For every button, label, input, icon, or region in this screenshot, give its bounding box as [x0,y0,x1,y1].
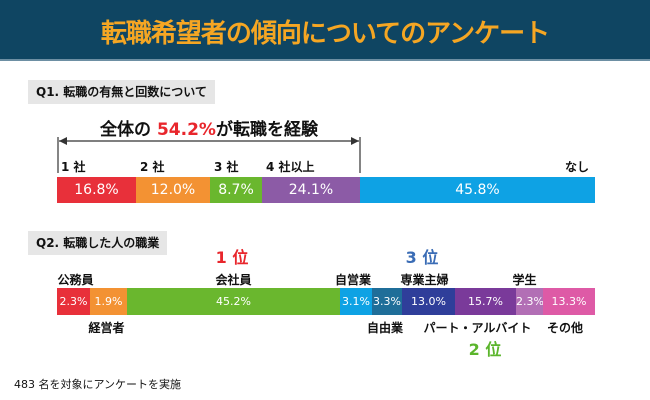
bar-segment: 1.9% [90,288,127,315]
category-label: その他 [546,321,584,335]
footnote: 483 名を対象にアンケートを実施 [14,378,182,391]
bar-segment: 45.2% [127,288,340,315]
category-label: パート・アルバイト [423,321,532,335]
category-label: 2 社 [140,160,165,174]
bar-segment: 13.0% [402,288,455,315]
bar-segment: 3.1% [340,288,372,315]
category-label: 3 社 [214,160,239,174]
headline-highlight: 54.2% [156,120,216,140]
experience-range-arrow [57,137,361,173]
bar-segment: 2.3% [516,288,543,315]
page-title: 転職希望者の傾向についてのアンケート [100,19,550,49]
bar-segment: 15.7% [455,288,516,315]
bar-segment: 13.3% [543,288,595,315]
header-banner: 転職希望者の傾向についてのアンケート [0,0,650,61]
headline-suffix: が転職を経験 [215,120,318,140]
category-label: 公務員 [57,273,94,287]
rank-label: 3 位 [405,248,439,267]
category-label: 自営業 [334,273,372,287]
category-label: 1 社 [61,160,86,174]
rank-label: 2 位 [468,340,502,359]
category-label: 専業主婦 [400,273,449,287]
category-label: 4 社以上 [266,160,315,174]
category-label: 経営者 [88,321,125,335]
q1-headline: 全体の 54.2%が転職を経験 [0,115,418,140]
bar-segment: 8.7% [210,177,262,203]
category-label: 会社員 [215,273,252,287]
bar-segment: 3.3% [372,288,402,315]
bar-segment: 12.0% [136,177,210,203]
headline-prefix: 全体の [100,120,157,140]
q2-heading: Q2. 転職した人の職業 [28,231,168,255]
category-label: 学生 [512,273,537,287]
category-label: なし [565,160,590,174]
bar-segment: 45.8% [360,177,595,203]
category-label: 自由業 [366,321,404,335]
bar-segment: 16.8% [57,177,136,203]
rank-label: 1 位 [215,248,249,267]
bar-segment: 2.3% [57,288,90,315]
bar-segment: 24.1% [262,177,360,203]
q1-heading: Q1. 転職の有無と回数について [28,80,215,104]
